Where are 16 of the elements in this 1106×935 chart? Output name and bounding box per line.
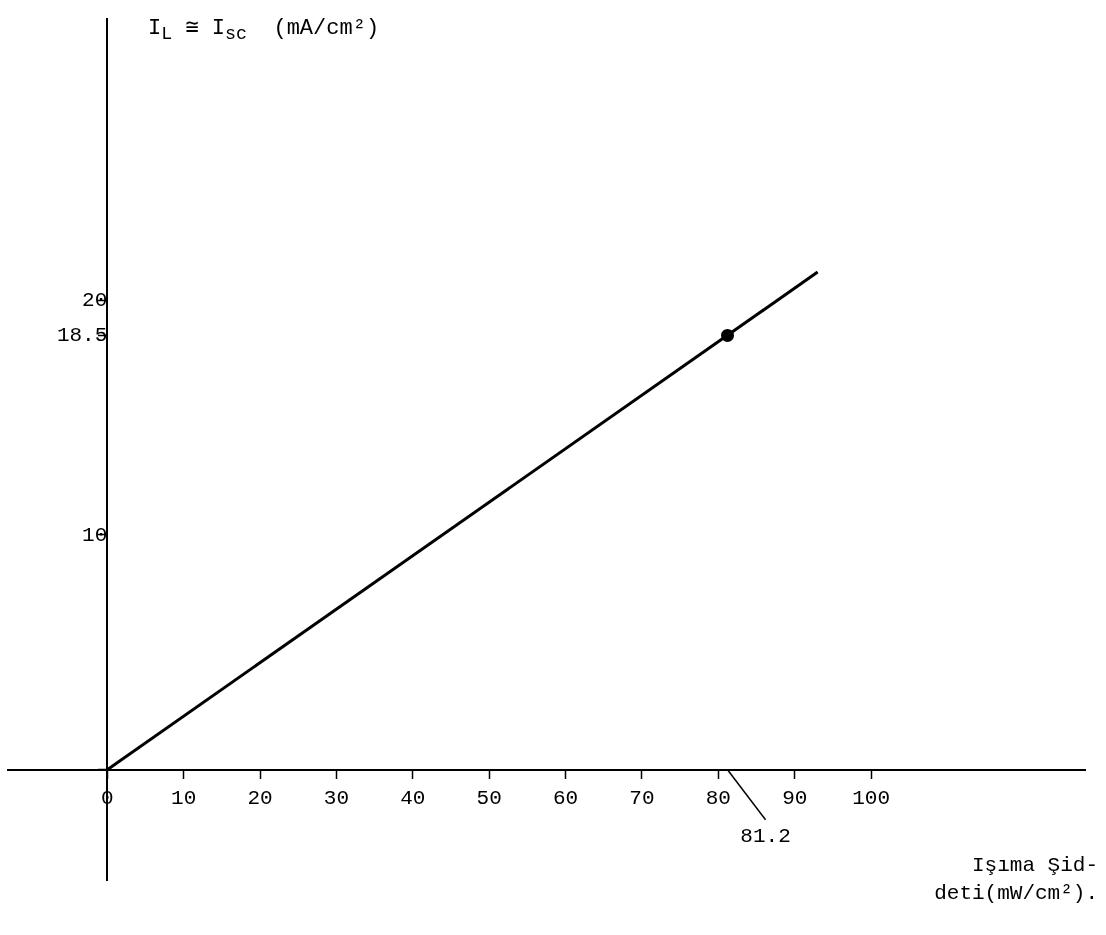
x-tick-label: 20 (247, 786, 273, 810)
annotation: 81.2 (740, 824, 791, 848)
x-axis-title: Işıma Şid-deti(mW/cm²). (933, 853, 1098, 908)
x-tick-label: 50 (476, 786, 502, 810)
x-tick-label: 40 (400, 786, 426, 810)
x-tick-label: 90 (782, 786, 808, 810)
y-tick-label: 18.5 (56, 324, 108, 348)
y-tick-label: 20 (82, 288, 108, 312)
x-tick-label: 70 (629, 786, 655, 810)
x-tick-label: 10 (171, 786, 197, 810)
x-tick-label: 60 (552, 786, 579, 810)
text: I$_{L}$ ≅ I$_{sc}$ (mA/cm²) (148, 16, 380, 46)
x-tick-label: 30 (323, 786, 350, 810)
x-tick-label: 100 (852, 786, 891, 810)
y-tick-label: 10 (82, 523, 108, 547)
x-tick-label: 80 (705, 786, 731, 810)
